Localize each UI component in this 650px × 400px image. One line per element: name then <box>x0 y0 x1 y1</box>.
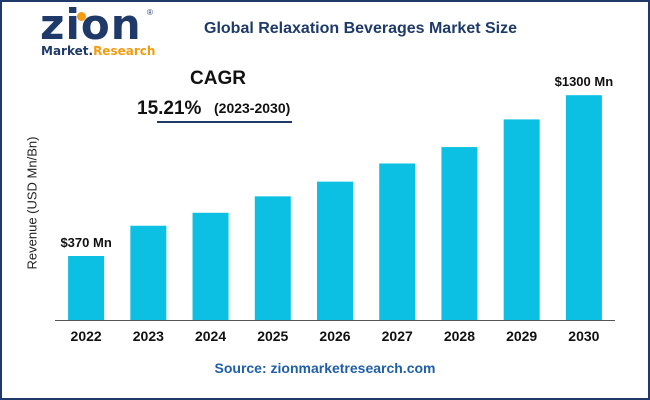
source-note: Source: zionmarketresearch.com <box>214 360 436 376</box>
cagr-underline <box>157 121 292 123</box>
x-tick-2025: 2025 <box>257 328 288 344</box>
bar-2025 <box>254 196 291 320</box>
bar-2029 <box>503 119 540 320</box>
x-tick-2022: 2022 <box>71 328 102 344</box>
bar-2030 <box>565 95 602 320</box>
logo-registered-mark: ® <box>147 8 153 17</box>
data-label-2030: $1300 Mn <box>555 74 614 89</box>
logo-sub-accent: Research <box>93 44 156 58</box>
cagr-period: (2023-2030) <box>214 100 291 116</box>
cagr-label: CAGR <box>190 68 246 89</box>
bar-2024 <box>192 212 229 320</box>
data-label-2022: $370 Mn <box>60 235 111 250</box>
bar-2028 <box>441 147 478 320</box>
x-tick-2029: 2029 <box>506 328 537 344</box>
x-tick-2023: 2023 <box>133 328 164 344</box>
x-tick-2028: 2028 <box>444 328 475 344</box>
bar-2022 <box>68 256 105 320</box>
bar-2023 <box>130 225 167 320</box>
chart-title: Global Relaxation Beverages Market Size <box>204 20 518 37</box>
x-tick-2024: 2024 <box>195 328 226 344</box>
x-tick-2026: 2026 <box>319 328 350 344</box>
logo-wordmark: zion <box>40 0 142 49</box>
x-tick-2030: 2030 <box>568 328 599 344</box>
bar-2027 <box>379 163 416 320</box>
cagr-value: 15.21% <box>137 98 202 119</box>
logo-sub-main: Market. <box>41 44 94 58</box>
bar-2026 <box>317 181 353 320</box>
x-tick-2027: 2027 <box>382 328 413 344</box>
logo-dot-icon <box>77 12 86 21</box>
logo-subtitle: Market.Research <box>41 44 155 58</box>
zion-logo: zion ® Market.Research <box>40 0 155 58</box>
